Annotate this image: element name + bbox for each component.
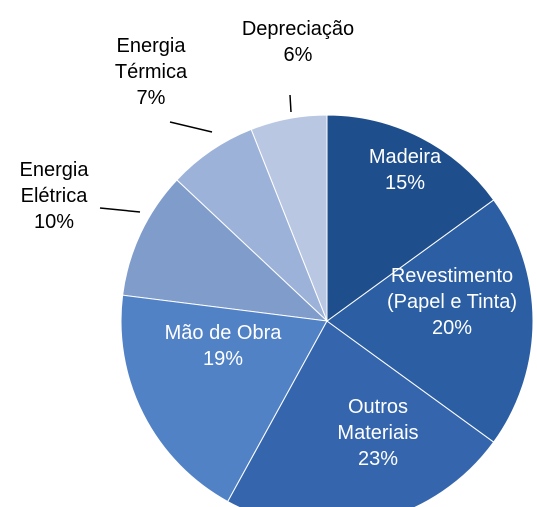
category-name: Madeira (368, 146, 442, 168)
percent-label: 19% (202, 348, 244, 370)
category-name: Outros Materiais (337, 396, 419, 444)
pie-slice (227, 320, 495, 507)
slice-label: Energia Elétrica 10% (4, 157, 104, 235)
leader-line (99, 207, 141, 213)
slice-label: Mão de Obra 19% (128, 320, 318, 372)
pie-slice (120, 294, 328, 503)
pie-slice (326, 199, 534, 443)
percent-label: 23% (357, 448, 399, 470)
category-name: Energia Elétrica (19, 159, 89, 207)
category-name: Mão de Obra (164, 322, 282, 344)
percent-label: 6% (283, 44, 313, 66)
slice-label: Outros Materiais 23% (318, 394, 438, 472)
leader-line (289, 94, 292, 113)
leader-line (169, 121, 213, 133)
slice-label: Depreciação 6% (218, 16, 378, 68)
slice-label: Revestimento (Papel e Tinta) 20% (365, 263, 537, 341)
percent-label: 20% (431, 317, 473, 339)
category-name: Energia Térmica (114, 35, 188, 83)
slice-label: Madeira 15% (335, 144, 475, 196)
percent-label: 10% (33, 211, 75, 233)
category-name: Revestimento (Papel e Tinta) (386, 265, 518, 313)
slice-label: Energia Térmica 7% (101, 33, 201, 111)
category-name: Depreciação (241, 18, 355, 40)
pie-slice (122, 179, 329, 322)
pie-slice (326, 114, 495, 322)
percent-label: 7% (136, 87, 166, 109)
percent-label: 15% (384, 172, 426, 194)
